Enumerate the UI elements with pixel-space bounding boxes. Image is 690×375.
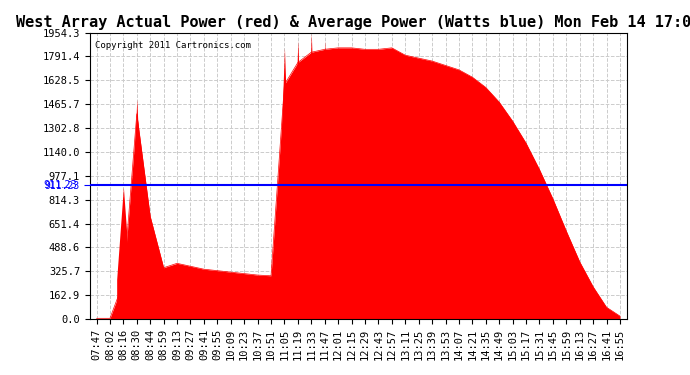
Title: West Array Actual Power (red) & Average Power (Watts blue) Mon Feb 14 17:09: West Array Actual Power (red) & Average …: [16, 15, 690, 30]
Text: Copyright 2011 Cartronics.com: Copyright 2011 Cartronics.com: [95, 41, 251, 50]
Text: 911.23: 911.23: [43, 180, 77, 190]
